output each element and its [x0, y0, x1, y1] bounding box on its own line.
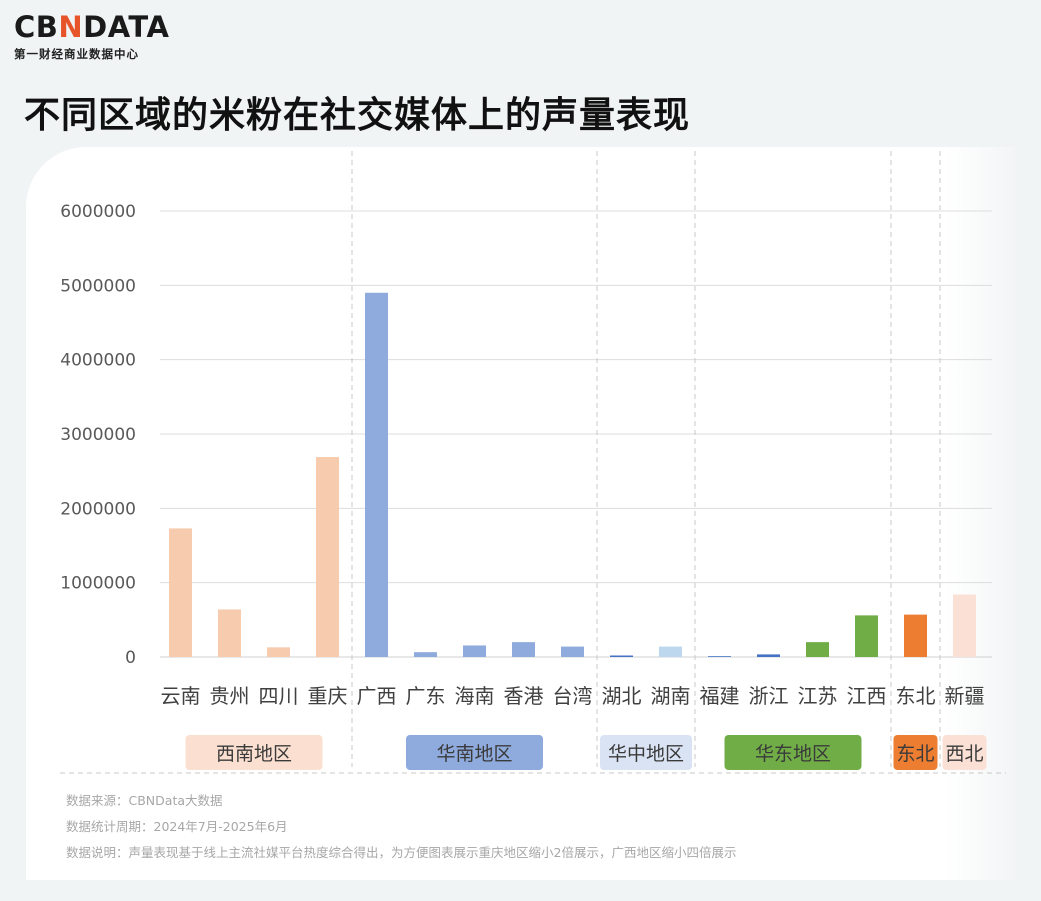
- region-badge-label: 西北: [945, 743, 983, 765]
- bar-chart: 0 1000000 2000000 3000000 4000000 5000000 6000…: [60, 151, 1006, 774]
- x-tick-label: 湖南: [651, 684, 691, 708]
- page-title: 不同区域的米粉在社交媒体上的声量表现: [24, 95, 691, 136]
- bar-重庆: [316, 457, 339, 657]
- note-explanation: 数据说明：声量表现基于线上主流社媒平台热度综合得出，为方便图表展示重庆地区缩小2…: [66, 845, 737, 860]
- logo-subtitle: 第一财经商业数据中心: [14, 47, 139, 61]
- region-badge: [406, 735, 543, 770]
- x-tick-label: 云南: [161, 684, 201, 708]
- bar-四川: [267, 647, 290, 657]
- y-tick-label: 0: [125, 648, 136, 668]
- bar-东北: [904, 614, 927, 657]
- region-badge-label: 西南地区: [216, 743, 292, 765]
- region-badge: [185, 735, 323, 770]
- bar-江苏: [806, 642, 829, 657]
- x-tick-label: 福建: [700, 684, 740, 708]
- x-tick-label: 重庆: [308, 684, 348, 708]
- brand-logo: CBNDATA 第一财经商业数据中心: [14, 12, 169, 62]
- y-tick-label: 6000000: [60, 202, 136, 222]
- y-tick-label: 2000000: [60, 499, 136, 519]
- bar-福建: [708, 656, 731, 657]
- logo-accent-letter: N: [58, 10, 84, 44]
- x-tick-label: 四川: [259, 684, 299, 708]
- x-tick-label: 江西: [847, 684, 887, 708]
- x-tick-label: 广西: [357, 684, 397, 708]
- footnotes: 数据来源：CBNData大数据 数据统计周期：2024年7月-2025年6月 数…: [66, 792, 736, 870]
- bar-湖北: [610, 655, 633, 657]
- x-tick-label: 广东: [406, 684, 446, 708]
- bar-广西: [365, 292, 388, 657]
- region-badge-label: 东北: [896, 743, 934, 765]
- note-source: 数据来源：CBNData大数据: [66, 793, 223, 808]
- region-badge-label: 华南地区: [436, 743, 512, 765]
- bar-香港: [512, 642, 535, 657]
- x-tick-label: 海南: [455, 684, 495, 708]
- note-period: 数据统计周期：2024年7月-2025年6月: [66, 819, 288, 834]
- x-tick-label: 贵州: [210, 684, 250, 708]
- logo-wordmark: CBNDATA: [14, 10, 170, 44]
- bar-贵州: [218, 609, 241, 657]
- bar-广东: [414, 652, 437, 657]
- y-tick-label: 3000000: [60, 425, 136, 445]
- region-badge-label: 华东地区: [755, 743, 831, 765]
- region-badge: [942, 735, 987, 770]
- x-tick-label: 浙江: [749, 684, 789, 708]
- region-badge: [893, 735, 938, 770]
- y-tick-label: 1000000: [60, 574, 136, 594]
- bar-浙江: [757, 654, 780, 657]
- region-badge: [724, 735, 862, 770]
- x-tick-label: 东北: [896, 684, 936, 708]
- region-badge-label: 华中地区: [608, 743, 684, 765]
- x-tick-label: 江苏: [798, 684, 838, 708]
- x-tick-label: 香港: [504, 684, 544, 708]
- y-tick-label: 5000000: [60, 276, 136, 296]
- x-tick-label: 湖北: [602, 684, 642, 708]
- bar-江西: [855, 615, 878, 657]
- region-badge: [600, 735, 692, 770]
- chart-card: 0 1000000 2000000 3000000 4000000 5000000 6000…: [26, 147, 1016, 880]
- bar-湖南: [659, 646, 682, 657]
- x-tick-label: 新疆: [945, 684, 985, 708]
- bar-新疆: [953, 594, 976, 657]
- bar-台湾: [561, 646, 584, 657]
- y-tick-label: 4000000: [60, 351, 136, 371]
- x-tick-label: 台湾: [553, 684, 593, 708]
- bar-海南: [463, 645, 486, 657]
- bar-云南: [169, 528, 192, 657]
